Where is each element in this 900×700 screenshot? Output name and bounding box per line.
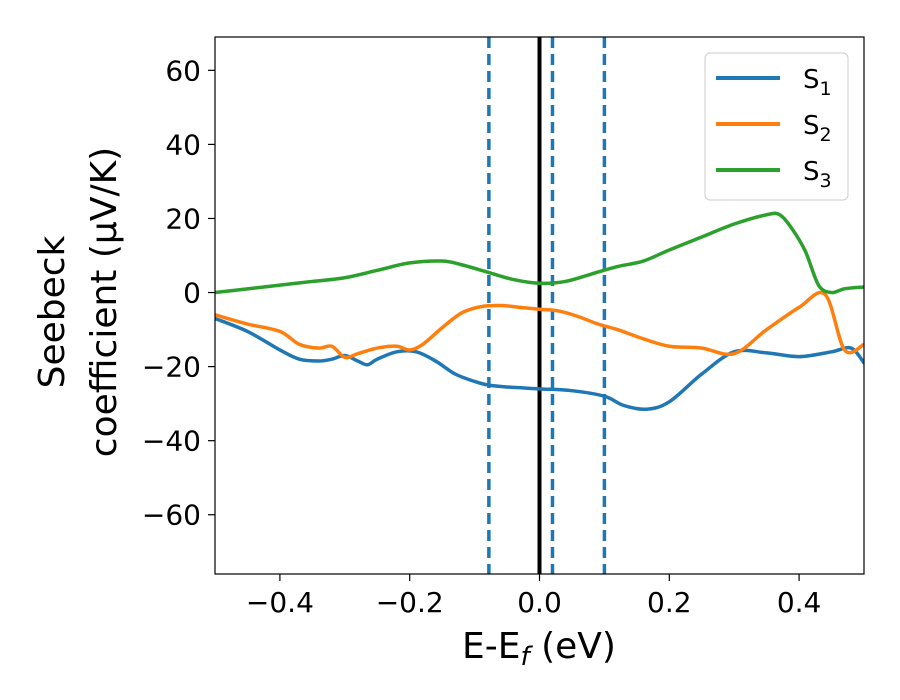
y-tick-label: −40 — [142, 425, 201, 458]
legend-label-s1: S1 — [803, 65, 832, 100]
series-line-s2 — [215, 290, 864, 360]
legend-item-s2: S2 — [716, 111, 832, 146]
series-lines — [215, 211, 864, 412]
legend-box — [704, 52, 849, 201]
x-tick-label: −0.2 — [376, 586, 444, 619]
legend-label-s3: S3 — [803, 157, 832, 192]
x-axis-ticks: −0.4 −0.2 0.0 0.2 0.4 — [246, 574, 821, 619]
y-tick-label: −20 — [142, 351, 201, 384]
x-axis-title: E-Ef (eV) — [462, 626, 616, 672]
legend-item-s1: S1 — [716, 65, 832, 100]
x-tick-label: 0.4 — [777, 586, 822, 619]
x-tick-label: 0.0 — [517, 586, 562, 619]
legend-label-s2: S2 — [803, 111, 832, 146]
legend-item-s3: S3 — [716, 157, 832, 192]
y-axis-title: Seebeck coefficient (μV/K) — [32, 147, 125, 457]
y-axis-title-line1: Seebeck — [32, 235, 73, 388]
y-axis-title-line2: coefficient (μV/K) — [84, 147, 125, 457]
y-tick-label: 60 — [165, 54, 201, 87]
x-tick-label: −0.4 — [246, 586, 314, 619]
y-tick-label: 0 — [183, 277, 201, 310]
reference-lines — [487, 37, 607, 574]
x-tick-label: 0.2 — [647, 586, 692, 619]
y-tick-label: 20 — [165, 202, 201, 235]
legend: S1 S2 S3 — [704, 52, 849, 201]
y-tick-label: −60 — [142, 499, 201, 532]
series-line-s3 — [215, 211, 864, 295]
y-tick-label: 40 — [165, 128, 201, 161]
y-axis-ticks: −60 −40 −20 0 20 40 60 — [142, 54, 215, 532]
